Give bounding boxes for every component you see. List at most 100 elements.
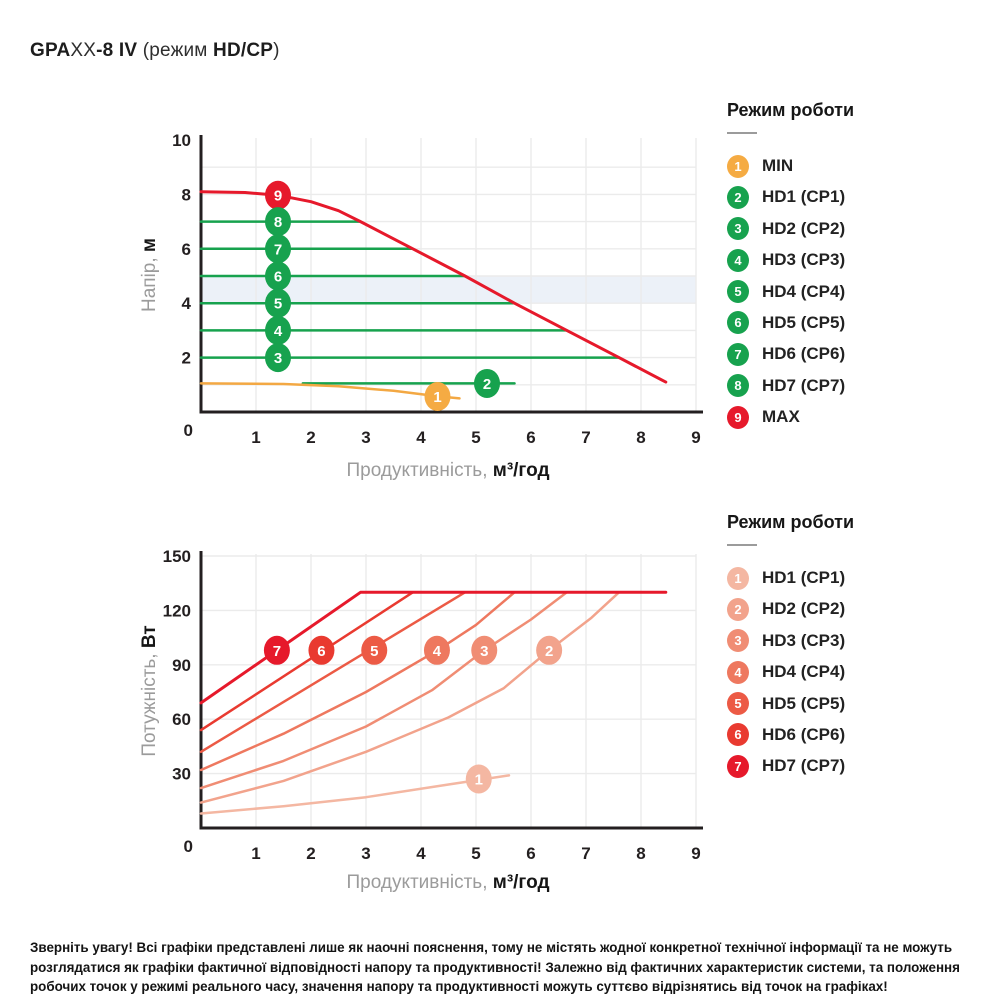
marker-number: 8 bbox=[274, 214, 282, 231]
marker-9 bbox=[265, 180, 291, 210]
legend-item-label: HD3 (CP3) bbox=[762, 630, 846, 650]
series-HD6 (CP6) bbox=[199, 591, 415, 732]
marker-1 bbox=[465, 764, 492, 794]
y-tick-label: 6 bbox=[182, 240, 191, 259]
marker-number: 7 bbox=[274, 241, 282, 258]
legend-item-label: HD3 (CP3) bbox=[762, 250, 846, 270]
title-part-4: HD/CP bbox=[213, 40, 274, 61]
x-tick-label: 6 bbox=[526, 844, 535, 863]
series-HD5 (CP5) bbox=[199, 591, 467, 754]
legend-item-label: HD2 (CP2) bbox=[762, 218, 846, 238]
legend-badge-4: 4 bbox=[727, 660, 749, 684]
legend-title: Режим роботи bbox=[727, 512, 855, 532]
marker-number: 5 bbox=[370, 643, 378, 660]
legend-item-label: HD5 (CP5) bbox=[762, 693, 846, 713]
x-tick-label: 8 bbox=[636, 428, 645, 447]
x-tick-label: 7 bbox=[581, 428, 590, 447]
legend-item-label: HD6 (CP6) bbox=[762, 344, 846, 364]
y-tick-label: 150 bbox=[163, 547, 191, 566]
legend-item-label: HD2 (CP2) bbox=[762, 599, 846, 619]
y-tick-label: 10 bbox=[172, 131, 191, 150]
head-chart: 9 8 7 6 5 4 3 2 1 1 2 3 4 5 6 7 8 9 2 4 6 8 10 0 bbox=[172, 131, 703, 447]
marker-4 bbox=[265, 315, 291, 345]
marker-3 bbox=[265, 343, 291, 373]
y-tick-label: 8 bbox=[182, 185, 191, 204]
marker-2 bbox=[474, 368, 500, 398]
marker-number: 3 bbox=[480, 643, 488, 660]
legend-item-label: HD7 (CP7) bbox=[762, 756, 846, 776]
x-tick-label: 1 bbox=[251, 844, 260, 863]
marker-7 bbox=[265, 234, 291, 264]
legend-item-label: MAX bbox=[762, 407, 800, 427]
legend-underline bbox=[727, 544, 757, 546]
legend-badge-2: 2 bbox=[727, 185, 749, 209]
legend-item-HD3 (CP3): 3 HD3 (CP3) bbox=[727, 629, 967, 653]
series-HD7 (CP7) bbox=[199, 590, 668, 705]
x-axis-label: Продуктивність, м³/год bbox=[198, 872, 698, 894]
marker-number: 6 bbox=[317, 643, 325, 660]
x-axis-label-quantity: Продуктивність, bbox=[346, 460, 493, 481]
x-tick-label: 5 bbox=[471, 844, 480, 863]
legend-item-HD1 (CP1): 2 HD1 (CP1) bbox=[727, 185, 967, 209]
y-tick-label: 2 bbox=[182, 349, 191, 368]
legend-item-label: HD4 (CP4) bbox=[762, 281, 846, 301]
legend-items: 1 MIN 2 HD1 (CP1) 3 HD2 (CP2) 4 HD3 (CP3) 5 HD4 (… bbox=[727, 154, 967, 429]
y-axis-label: Напір, м bbox=[139, 125, 161, 425]
marker-6 bbox=[265, 261, 291, 291]
marker-number: 2 bbox=[483, 376, 491, 393]
legend-badge-7: 7 bbox=[727, 754, 749, 778]
marker-number: 6 bbox=[274, 269, 282, 286]
legend-item-label: MIN bbox=[762, 156, 794, 175]
x-tick-label: 2 bbox=[306, 844, 315, 863]
legend-badge-6: 6 bbox=[727, 723, 749, 747]
legend-item-label: HD6 (CP6) bbox=[762, 724, 846, 744]
note-text: Зверніть увагу! Всі графіки представлені… bbox=[30, 940, 960, 995]
x-tick-label: 2 bbox=[306, 428, 315, 447]
legend-item-label: HD4 (CP4) bbox=[762, 662, 846, 682]
legend-title: Режим роботи bbox=[727, 100, 855, 120]
legend-item-label: HD7 (CP7) bbox=[762, 375, 846, 395]
legend-item-HD3 (CP3): 4 HD3 (CP3) bbox=[727, 248, 967, 272]
legend-badge-5: 5 bbox=[727, 280, 749, 304]
x-tick-label: 3 bbox=[361, 428, 370, 447]
marker-number: 3 bbox=[274, 350, 282, 367]
y-tick-label: 30 bbox=[172, 765, 191, 784]
legend-power-chart: Режим роботи 1 HD1 (CP1) 2 HD2 (CP2) 3 HD3 (CP… bbox=[727, 512, 967, 778]
marker-number: 9 bbox=[274, 188, 282, 205]
legend-item-MIN: 1 MIN bbox=[727, 154, 967, 178]
legend-item-HD6 (CP6): 7 HD6 (CP6) bbox=[727, 342, 967, 366]
marker-number: 4 bbox=[274, 323, 283, 340]
origin-label: 0 bbox=[184, 421, 193, 440]
y-axis-label-unit: м bbox=[139, 238, 160, 253]
title-part-2: -8 IV bbox=[96, 40, 138, 61]
x-tick-label: 3 bbox=[361, 844, 370, 863]
legend-badge-7: 7 bbox=[727, 342, 749, 366]
x-tick-label: 4 bbox=[416, 844, 426, 863]
marker-number: 7 bbox=[273, 643, 281, 660]
x-axis-label-unit: м³/год bbox=[492, 460, 550, 481]
marker-number: 1 bbox=[475, 772, 483, 789]
x-tick-label: 6 bbox=[526, 428, 535, 447]
legend-item-HD4 (CP4): 5 HD4 (CP4) bbox=[727, 280, 967, 304]
marker-5 bbox=[361, 635, 388, 665]
x-tick-label: 1 bbox=[251, 428, 260, 447]
x-tick-label: 7 bbox=[581, 844, 590, 863]
series-HD4 (CP4) bbox=[199, 591, 516, 772]
y-tick-label: 60 bbox=[172, 710, 191, 729]
legend-item-HD4 (CP4): 4 HD4 (CP4) bbox=[727, 660, 967, 684]
origin-label: 0 bbox=[184, 837, 193, 856]
y-tick-label: 90 bbox=[172, 656, 191, 675]
x-axis-label-quantity: Продуктивність, bbox=[346, 872, 493, 893]
marker-7 bbox=[263, 635, 290, 665]
title-part-0: GPA bbox=[30, 40, 71, 61]
legend-badge-6: 6 bbox=[727, 311, 749, 335]
y-tick-label: 4 bbox=[182, 294, 192, 313]
legend-item-label: HD1 (CP1) bbox=[762, 187, 846, 207]
marker-number: 2 bbox=[545, 643, 553, 660]
x-tick-label: 4 bbox=[416, 428, 426, 447]
y-tick-label: 120 bbox=[163, 601, 191, 620]
title-part-5: ) bbox=[273, 40, 280, 61]
legend-badge-2: 2 bbox=[727, 597, 749, 621]
legend-item-HD7 (CP7): 8 HD7 (CP7) bbox=[727, 374, 967, 398]
legend-item-HD5 (CP5): 5 HD5 (CP5) bbox=[727, 692, 967, 716]
